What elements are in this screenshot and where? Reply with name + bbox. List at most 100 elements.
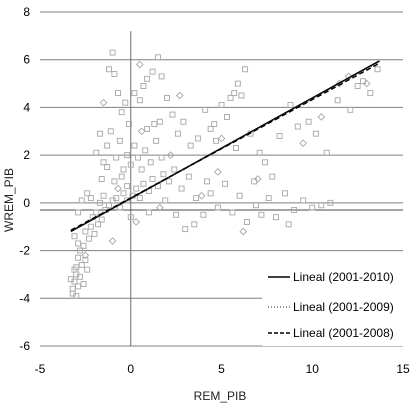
data-point-square bbox=[158, 73, 165, 80]
data-point-square bbox=[258, 211, 265, 218]
data-point-square bbox=[204, 178, 210, 185]
data-point-diamond bbox=[81, 251, 90, 260]
data-point-square bbox=[282, 190, 288, 197]
legend-background bbox=[262, 262, 408, 346]
data-point-square bbox=[287, 102, 294, 108]
data-point-square bbox=[347, 106, 354, 113]
data-point-square bbox=[144, 75, 151, 82]
data-point-square bbox=[171, 166, 178, 173]
data-point-square bbox=[80, 281, 87, 287]
data-point-square bbox=[73, 292, 80, 299]
data-point-square bbox=[265, 195, 272, 202]
data-point-square bbox=[227, 94, 234, 101]
data-point-square bbox=[93, 149, 100, 156]
reference-lines bbox=[40, 31, 403, 346]
data-point-square bbox=[236, 192, 243, 199]
data-point-square bbox=[165, 178, 172, 185]
data-point-square bbox=[323, 149, 330, 156]
data-point-square bbox=[95, 221, 102, 228]
data-point-square bbox=[124, 183, 131, 190]
data-point-square bbox=[115, 90, 121, 97]
data-point-square bbox=[174, 130, 181, 137]
data-point-square bbox=[253, 202, 259, 209]
data-point-square bbox=[96, 130, 103, 137]
y-tick-label: 2 bbox=[23, 148, 30, 162]
data-point-square bbox=[233, 145, 239, 151]
data-point-square bbox=[122, 99, 129, 106]
tick-labels: -6 -4 -2 0 2 4 6 8 -5 0 5 10 15 bbox=[19, 5, 410, 376]
data-point-diamond bbox=[166, 151, 175, 159]
data-point-square bbox=[67, 276, 74, 283]
data-point-diamond bbox=[317, 113, 326, 121]
data-point-square bbox=[160, 171, 167, 178]
data-point-diamond bbox=[132, 218, 141, 226]
data-point-square bbox=[142, 147, 149, 154]
data-point-diamond bbox=[114, 184, 122, 193]
data-point-square bbox=[124, 197, 131, 204]
data-point-square bbox=[211, 121, 218, 128]
data-point-square bbox=[87, 195, 94, 202]
data-point-square bbox=[124, 152, 131, 159]
data-point-square bbox=[98, 216, 105, 223]
data-point-square bbox=[78, 261, 85, 268]
data-point-square bbox=[147, 159, 154, 166]
data-point-diamond bbox=[155, 203, 164, 212]
y-tick-label: -6 bbox=[19, 339, 30, 353]
data-point-square bbox=[374, 66, 381, 73]
data-point-square bbox=[140, 180, 147, 187]
data-point-square bbox=[223, 114, 230, 120]
data-point-square bbox=[262, 159, 269, 166]
y-tick-label: 8 bbox=[23, 5, 30, 19]
data-point-square bbox=[71, 233, 78, 240]
data-point-square bbox=[127, 214, 134, 221]
data-point-diamond bbox=[135, 60, 144, 69]
data-point-square bbox=[91, 230, 98, 237]
data-point-square bbox=[164, 94, 171, 101]
data-point-diamond bbox=[217, 134, 226, 143]
data-point-square bbox=[120, 166, 127, 173]
data-point-square bbox=[256, 149, 263, 156]
data-point-square bbox=[194, 135, 201, 142]
y-tick-label: -2 bbox=[19, 244, 30, 258]
y-tick-label: -4 bbox=[19, 291, 30, 305]
data-point-square bbox=[312, 130, 319, 137]
data-point-square bbox=[78, 197, 85, 204]
data-point-square bbox=[135, 154, 141, 161]
data-point-square bbox=[202, 106, 209, 113]
data-point-square bbox=[367, 90, 374, 97]
data-point-square bbox=[300, 197, 307, 204]
data-point-diamond bbox=[175, 91, 184, 100]
data-point-square bbox=[145, 209, 152, 216]
data-point-square bbox=[243, 218, 250, 225]
data-point-square bbox=[118, 109, 125, 116]
data-point-square bbox=[149, 68, 156, 75]
data-point-square bbox=[273, 214, 279, 221]
data-point-square bbox=[100, 192, 107, 199]
data-point-diamond bbox=[197, 191, 206, 200]
data-point-square bbox=[113, 154, 120, 161]
data-point-square bbox=[309, 204, 316, 211]
data-point-square bbox=[187, 142, 194, 149]
data-point-square bbox=[242, 66, 249, 73]
data-point-square bbox=[138, 166, 145, 173]
data-point-square bbox=[113, 195, 120, 202]
data-point-square bbox=[238, 92, 245, 99]
data-point-square bbox=[87, 223, 94, 230]
data-point-square bbox=[133, 185, 140, 192]
data-point-square bbox=[106, 66, 112, 73]
data-point-square bbox=[131, 90, 138, 97]
data-point-square bbox=[104, 164, 111, 171]
data-point-square bbox=[144, 125, 151, 132]
data-point-square bbox=[294, 123, 301, 130]
data-point-square bbox=[100, 159, 107, 166]
data-point-square bbox=[182, 226, 189, 233]
data-point-square bbox=[84, 266, 91, 273]
data-point-square bbox=[354, 83, 361, 89]
data-point-diamond bbox=[239, 227, 248, 236]
data-point-diamond bbox=[253, 175, 262, 183]
data-point-square bbox=[218, 102, 225, 108]
data-point-square bbox=[180, 118, 187, 125]
data-point-square bbox=[76, 247, 83, 254]
